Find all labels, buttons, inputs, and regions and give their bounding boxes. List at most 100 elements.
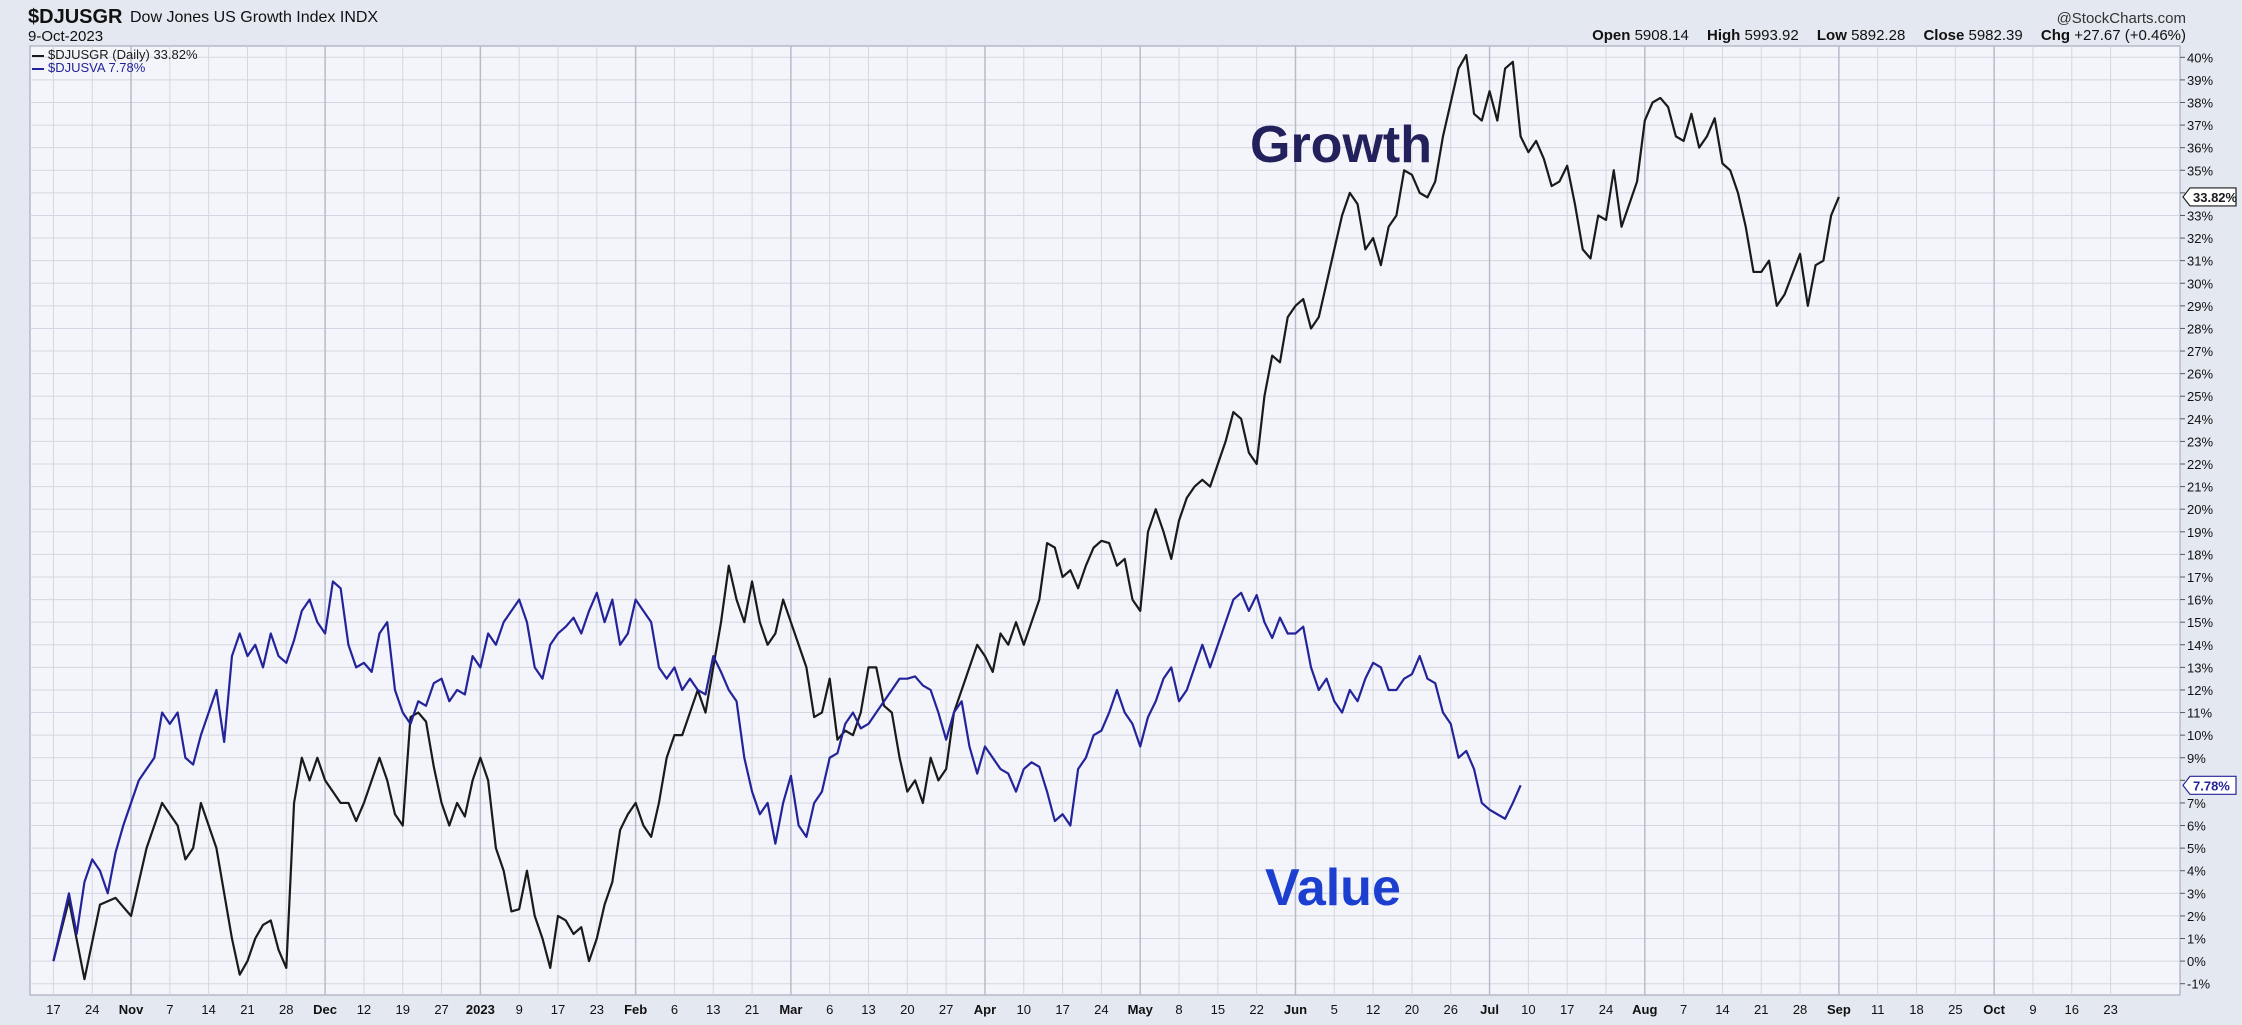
x-tick-label: Jul bbox=[1480, 1002, 1499, 1017]
x-tick-label: 23 bbox=[2103, 1002, 2117, 1017]
legend-growth-label: $DJUSGR (Daily) 33.82% bbox=[48, 47, 198, 62]
y-tick-label: 1% bbox=[2187, 932, 2206, 947]
x-tick-label: 10 bbox=[1521, 1002, 1535, 1017]
x-tick-label: 7 bbox=[1680, 1002, 1687, 1017]
y-tick-label: 2% bbox=[2187, 909, 2206, 924]
y-tick-label: 36% bbox=[2187, 141, 2213, 156]
y-tick-label: 18% bbox=[2187, 547, 2213, 562]
chg-label: Chg bbox=[2040, 27, 2071, 44]
x-tick-label: Dec bbox=[313, 1002, 337, 1017]
y-tick-label: 24% bbox=[2187, 412, 2213, 427]
y-tick-label: 28% bbox=[2187, 321, 2213, 336]
y-tick-label: 19% bbox=[2187, 525, 2213, 540]
y-tick-label: 30% bbox=[2187, 276, 2213, 291]
x-tick-label: Jun bbox=[1284, 1002, 1307, 1017]
x-tick-label: 11 bbox=[1871, 1002, 1885, 1017]
x-tick-label: 17 bbox=[1055, 1002, 1069, 1017]
x-tick-label: 23 bbox=[590, 1002, 604, 1017]
x-tick-label: 16 bbox=[2065, 1002, 2079, 1017]
open-value: 5908.14 bbox=[1634, 27, 1689, 44]
y-tick-label: 17% bbox=[2187, 570, 2213, 585]
x-tick-label: 19 bbox=[396, 1002, 410, 1017]
x-tick-label: 24 bbox=[85, 1002, 99, 1017]
value-last-label: 7.78% bbox=[2193, 778, 2230, 793]
growth-annotation: Growth bbox=[1250, 116, 1432, 174]
x-tick-label: 20 bbox=[900, 1002, 914, 1017]
y-tick-label: 4% bbox=[2187, 864, 2206, 879]
x-tick-label: 6 bbox=[826, 1002, 833, 1017]
chart-date: 9-Oct-2023 bbox=[28, 28, 104, 45]
x-tick-label: 13 bbox=[706, 1002, 720, 1017]
y-tick-label: 39% bbox=[2187, 73, 2213, 88]
x-tick-label: May bbox=[1128, 1002, 1154, 1017]
x-tick-label: 25 bbox=[1948, 1002, 1962, 1017]
symbol: $DJUSGR bbox=[28, 6, 123, 28]
y-tick-label: 6% bbox=[2187, 819, 2206, 834]
y-tick-label: 40% bbox=[2187, 50, 2213, 65]
x-tick-label: 6 bbox=[671, 1002, 678, 1017]
growth-line bbox=[52, 53, 1840, 981]
y-tick-label: 29% bbox=[2187, 299, 2213, 314]
x-axis: 17 24 Nov 7 14 21 28 Dec 12 19 27 2023 9 17 23 Feb 6 13 21… bbox=[46, 1002, 2118, 1017]
series-lines bbox=[52, 53, 1840, 981]
high-value: 5993.92 bbox=[1744, 27, 1799, 44]
y-tick-label: 26% bbox=[2187, 367, 2213, 382]
y-tick-label: 35% bbox=[2187, 163, 2213, 178]
y-tick-label: 16% bbox=[2187, 593, 2213, 608]
y-tick-label: -1% bbox=[2187, 977, 2211, 992]
x-tick-label: 17 bbox=[1560, 1002, 1574, 1017]
x-tick-label: Aug bbox=[1632, 1002, 1657, 1017]
y-tick-label: 22% bbox=[2187, 457, 2213, 472]
y-tick-label: 11% bbox=[2187, 706, 2212, 721]
legend-value: $DJUSVA 7.78% bbox=[32, 60, 145, 75]
x-tick-label: Mar bbox=[779, 1002, 802, 1017]
y-tick-label: 9% bbox=[2187, 751, 2206, 766]
x-tick-label: 27 bbox=[939, 1002, 953, 1017]
x-tick-label: 21 bbox=[1754, 1002, 1768, 1017]
high-label: High bbox=[1706, 27, 1741, 44]
x-tick-label: 27 bbox=[434, 1002, 448, 1017]
y-tick-label: 27% bbox=[2187, 344, 2213, 359]
value-line bbox=[52, 580, 1522, 962]
x-tick-label: 13 bbox=[861, 1002, 875, 1017]
y-tick-label: 31% bbox=[2187, 254, 2213, 269]
gridlines bbox=[30, 56, 2180, 985]
plot-area bbox=[29, 45, 2181, 996]
y-tick-label: 15% bbox=[2187, 615, 2213, 630]
x-tick-label: 17 bbox=[46, 1002, 60, 1017]
exchange: INDX bbox=[339, 9, 379, 26]
y-tick-label: 13% bbox=[2187, 660, 2213, 675]
y-tick-label: 38% bbox=[2187, 95, 2213, 110]
x-tick-label: 8 bbox=[1175, 1002, 1182, 1017]
x-tick-label: 22 bbox=[1249, 1002, 1263, 1017]
y-tick-label: 12% bbox=[2187, 683, 2213, 698]
y-tick-label: 7% bbox=[2187, 796, 2206, 811]
x-tick-label: 9 bbox=[2029, 1002, 2036, 1017]
x-tick-label: 10 bbox=[1017, 1002, 1031, 1017]
y-tick-label: 37% bbox=[2187, 118, 2213, 133]
x-tick-label: 12 bbox=[357, 1002, 371, 1017]
y-tick-label: 33% bbox=[2187, 208, 2213, 223]
chg-value: +27.67 (+0.46%) bbox=[2074, 27, 2186, 44]
growth-last-marker bbox=[2182, 187, 2237, 207]
y-tick-label: 10% bbox=[2187, 728, 2213, 743]
ohlc-readout: Open 5908.14 High 5993.92 Low 5892.28 Cl… bbox=[1592, 27, 2186, 44]
brand: @StockCharts.com bbox=[2056, 10, 2186, 27]
x-gridlines bbox=[52, 46, 2112, 995]
value-last-marker bbox=[2182, 775, 2237, 795]
y-tick-label: 20% bbox=[2187, 502, 2213, 517]
y-tick-label: 25% bbox=[2187, 389, 2213, 404]
x-tick-label: 28 bbox=[279, 1002, 293, 1017]
x-tick-label: 24 bbox=[1599, 1002, 1613, 1017]
y-tick-label: 32% bbox=[2187, 231, 2213, 246]
x-tick-label: Apr bbox=[974, 1002, 996, 1017]
legend-value-label: $DJUSVA 7.78% bbox=[48, 60, 146, 75]
x-tick-label: 14 bbox=[201, 1002, 215, 1017]
open-label: Open bbox=[1592, 27, 1631, 44]
low-label: Low bbox=[1816, 27, 1847, 44]
legend-growth-swatch bbox=[32, 54, 44, 57]
x-tick-label: Oct bbox=[1983, 1002, 2005, 1017]
growth-last-label: 33.82% bbox=[2193, 190, 2238, 205]
close-value: 5982.39 bbox=[1968, 27, 2023, 44]
